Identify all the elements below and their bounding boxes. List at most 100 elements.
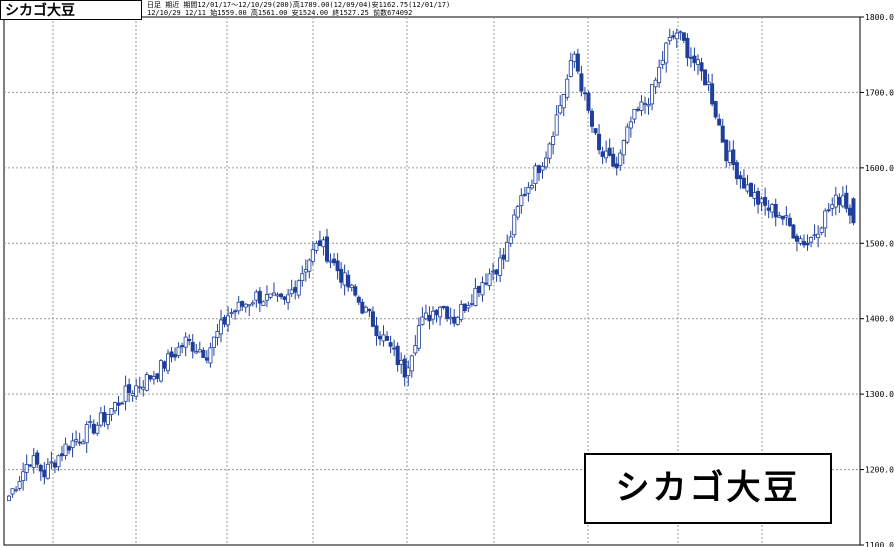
- candle-body: [430, 310, 435, 320]
- candle-body: [413, 345, 418, 354]
- candle-body: [724, 139, 729, 162]
- candle-body: [74, 439, 79, 442]
- candle-body: [42, 469, 47, 478]
- candle-body: [406, 367, 411, 377]
- candle-body: [448, 316, 453, 320]
- candle-body: [621, 140, 626, 156]
- candle-body: [409, 355, 414, 372]
- candle-body: [243, 303, 248, 308]
- candle-body: [438, 306, 443, 318]
- candle-body: [519, 195, 524, 207]
- candle-body: [561, 94, 566, 109]
- candle-body: [703, 69, 708, 86]
- candle-body: [625, 126, 630, 143]
- candle-body: [144, 374, 149, 391]
- candle-body: [537, 165, 542, 174]
- candle-body: [63, 443, 68, 456]
- candle-body: [840, 195, 845, 207]
- candle-body: [526, 187, 531, 194]
- candle-body: [749, 182, 754, 197]
- candle-body: [282, 296, 287, 300]
- candle-body: [91, 423, 96, 434]
- candle-body: [388, 342, 393, 347]
- candle-body: [67, 446, 72, 451]
- candle-body: [643, 103, 648, 105]
- candle-body: [462, 303, 467, 312]
- candle-body: [127, 384, 132, 393]
- candle-body: [667, 37, 672, 42]
- candle-body: [349, 284, 354, 289]
- candle-body: [254, 291, 259, 301]
- candle-body: [395, 345, 400, 366]
- candle-body: [377, 335, 382, 340]
- candle-body: [713, 101, 718, 118]
- candle-body: [494, 269, 499, 275]
- candle-body: [385, 336, 390, 341]
- candle-body: [187, 339, 192, 342]
- candle-body: [434, 309, 439, 316]
- candle-body: [38, 464, 43, 472]
- candle-body: [194, 351, 199, 354]
- candle-body: [416, 325, 421, 349]
- candle-body: [501, 254, 506, 260]
- candle-body: [24, 464, 29, 473]
- candle-body: [173, 354, 178, 358]
- candle-body: [261, 301, 266, 306]
- y-tick-label: 1800.00: [865, 13, 894, 22]
- candle-body: [604, 150, 609, 159]
- candle-body: [745, 184, 750, 192]
- candle-body: [452, 316, 457, 324]
- candle-body: [664, 42, 669, 64]
- candle-body: [98, 412, 103, 426]
- candle-body: [480, 282, 485, 296]
- candle-body: [812, 234, 817, 237]
- candle-body: [466, 305, 471, 309]
- candle-body: [614, 163, 619, 169]
- candle-body: [635, 108, 640, 111]
- candle-body: [639, 101, 644, 111]
- y-tick-label: 1500.00: [865, 239, 894, 248]
- candle-body: [787, 217, 792, 226]
- candle-body: [632, 109, 637, 120]
- candle-body: [533, 165, 538, 184]
- candle-body: [201, 349, 206, 358]
- candle-body: [611, 153, 616, 167]
- candle-body: [688, 56, 693, 59]
- candle-body: [582, 92, 587, 95]
- candle-body: [197, 349, 202, 353]
- candle-body: [515, 206, 520, 218]
- y-tick-label: 1700.00: [865, 88, 894, 97]
- candle-body: [190, 341, 195, 352]
- candle-body: [734, 162, 739, 179]
- candle-body: [455, 316, 460, 325]
- candle-body: [763, 196, 768, 206]
- candle-body: [777, 215, 782, 218]
- candle-body: [10, 488, 15, 495]
- candle-body: [250, 302, 255, 305]
- candle-body: [798, 238, 803, 244]
- candle-body: [558, 105, 563, 114]
- candle-body: [816, 233, 821, 239]
- candle-body: [554, 114, 559, 136]
- candle-body: [314, 242, 319, 251]
- candle-body: [593, 128, 598, 134]
- candle-body: [275, 294, 280, 297]
- candle-body: [268, 293, 273, 298]
- candle-body: [473, 287, 478, 306]
- candle-body: [236, 301, 241, 312]
- candle-body: [692, 55, 697, 64]
- candle-body: [392, 347, 397, 350]
- candle-body: [367, 308, 372, 312]
- candle-body: [240, 301, 245, 307]
- candle-body: [335, 260, 340, 272]
- candle-body: [399, 359, 404, 365]
- candle-body: [420, 316, 425, 326]
- candle-body: [113, 402, 118, 412]
- candle-body: [180, 345, 185, 348]
- candle-body: [710, 83, 715, 105]
- candle-body: [791, 224, 796, 239]
- y-tick-label: 1600.00: [865, 164, 894, 173]
- candle-body: [81, 441, 86, 445]
- candle-body: [165, 353, 170, 372]
- candle-body: [607, 147, 612, 156]
